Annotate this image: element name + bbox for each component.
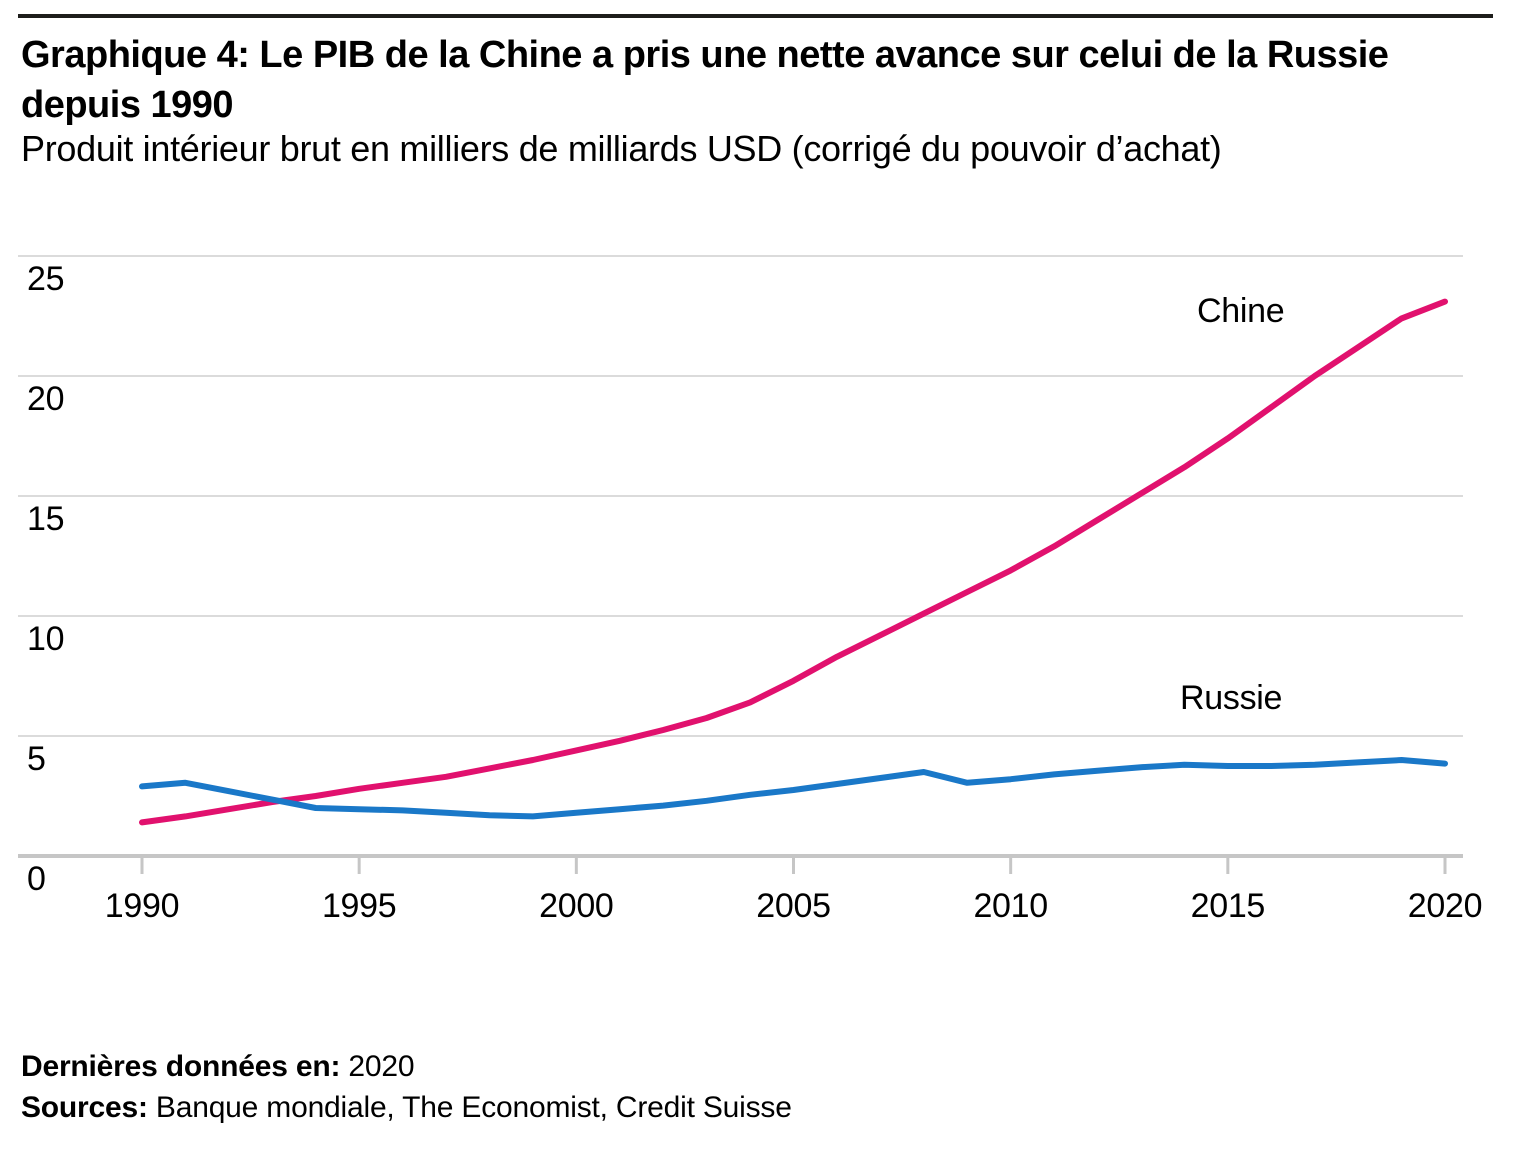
top-rule (18, 14, 1493, 18)
y-tick-label: 25 (27, 260, 65, 298)
chart-title-line2: depuis 1990 (21, 84, 234, 126)
x-tick-label: 1995 (321, 887, 397, 925)
chart-title-line1: Graphique 4: Le PIB de la Chine a pris u… (21, 34, 1389, 76)
footer-sources-label: Sources: (21, 1091, 148, 1124)
series-label-chine: Chine (1197, 292, 1285, 330)
y-tick-label: 10 (27, 620, 65, 658)
footer-sources-value: Banque mondiale, The Economist, Credit S… (155, 1091, 792, 1124)
footer: Dernières données en: 2020 Sources: Banq… (21, 1046, 792, 1128)
x-tick-label: 2005 (756, 887, 831, 925)
gridlines (18, 255, 1463, 858)
y-tick-label: 0 (27, 860, 46, 898)
series-line-russie (139, 757, 1448, 820)
y-tick-label: 15 (27, 500, 65, 538)
chart-subtitle: Produit intérieur brut en milliers de mi… (21, 128, 1222, 169)
x-tick-label: 2020 (1407, 887, 1483, 925)
footer-last-data-row: Dernières données en: 2020 (21, 1046, 792, 1087)
footer-sources-row: Sources: Banque mondiale, The Economist,… (21, 1087, 792, 1128)
x-tick-label: 2000 (539, 887, 614, 925)
y-tick-label: 5 (27, 740, 46, 778)
x-tick-label: 2010 (973, 887, 1048, 925)
footer-last-data-label: Dernières données en: (21, 1050, 341, 1083)
y-tick-label: 20 (27, 380, 65, 418)
footer-last-data-value: 2020 (348, 1050, 415, 1083)
x-axis-ticks (140, 858, 1447, 874)
series-label-russie: Russie (1180, 679, 1283, 717)
series-line-chine (139, 298, 1448, 826)
chart-title: Graphique 4: Le PIB de la Chine a pris u… (21, 30, 1389, 130)
x-tick-label: 1990 (104, 887, 180, 925)
x-tick-label: 2015 (1190, 887, 1266, 925)
